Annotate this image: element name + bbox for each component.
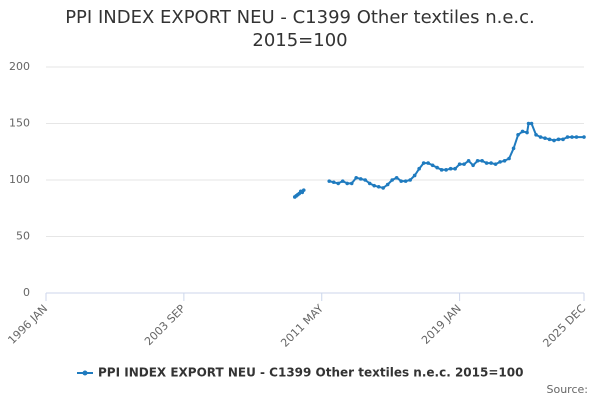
point <box>529 121 534 126</box>
point <box>363 178 368 182</box>
point <box>493 162 498 166</box>
point <box>453 166 457 171</box>
point <box>552 138 556 143</box>
source: Source: <box>547 383 589 396</box>
legend-label: PPI INDEX EXPORT NEU - C1399 Other texti… <box>98 366 523 380</box>
chart-title: PPI INDEX EXPORT NEU - C1399 Other texti… <box>65 7 535 51</box>
point <box>475 158 480 163</box>
point <box>448 166 453 171</box>
point <box>345 181 350 186</box>
point <box>399 179 403 183</box>
point <box>511 146 516 151</box>
point <box>358 177 363 181</box>
point <box>349 181 354 186</box>
point <box>301 188 306 192</box>
point <box>582 135 586 139</box>
x-tick-label: 2003 SEP <box>142 302 188 348</box>
y-tick-label: 50 <box>16 230 30 243</box>
point <box>421 161 426 165</box>
y-tick-label: 0 <box>23 286 30 299</box>
point <box>471 163 475 168</box>
point <box>372 183 376 188</box>
point <box>480 158 484 163</box>
x-tick-label: 2011 MAY <box>278 302 326 350</box>
series-line <box>294 122 584 198</box>
point <box>417 166 421 171</box>
point <box>538 135 543 139</box>
point <box>381 186 385 190</box>
point <box>444 168 448 172</box>
point <box>394 175 399 180</box>
point <box>426 161 430 165</box>
point <box>525 130 529 135</box>
x-tick-label: 2025 DEC <box>540 302 588 350</box>
point <box>336 181 341 186</box>
point <box>367 181 372 186</box>
point <box>489 161 493 165</box>
point <box>547 137 552 142</box>
point <box>466 158 471 163</box>
point <box>507 156 511 161</box>
point <box>412 173 417 178</box>
point <box>502 158 507 163</box>
point <box>570 135 574 139</box>
point <box>354 175 359 180</box>
point <box>561 137 565 142</box>
x-tick-label: 2019 JAN <box>419 302 464 347</box>
point <box>403 179 408 183</box>
point <box>565 135 570 139</box>
point <box>462 162 466 166</box>
point <box>390 178 394 182</box>
point <box>556 137 561 142</box>
point <box>385 182 390 187</box>
y-tick-label: 100 <box>9 173 30 186</box>
point <box>430 163 435 168</box>
y-tick-label: 200 <box>9 60 30 73</box>
point <box>543 136 547 140</box>
point <box>408 178 412 182</box>
point <box>534 133 538 137</box>
y-tick-label: 150 <box>9 117 30 130</box>
point <box>327 179 332 183</box>
point <box>520 129 525 134</box>
legend-marker <box>82 370 88 376</box>
point <box>435 165 439 170</box>
point <box>526 121 531 126</box>
point <box>484 161 489 165</box>
point <box>498 160 502 164</box>
point <box>439 168 444 172</box>
x-tick-label: 1996 JAN <box>5 302 50 347</box>
point <box>340 179 345 183</box>
point <box>574 135 579 139</box>
point <box>376 184 381 189</box>
point <box>457 162 462 166</box>
point <box>516 133 520 137</box>
point <box>331 180 336 185</box>
